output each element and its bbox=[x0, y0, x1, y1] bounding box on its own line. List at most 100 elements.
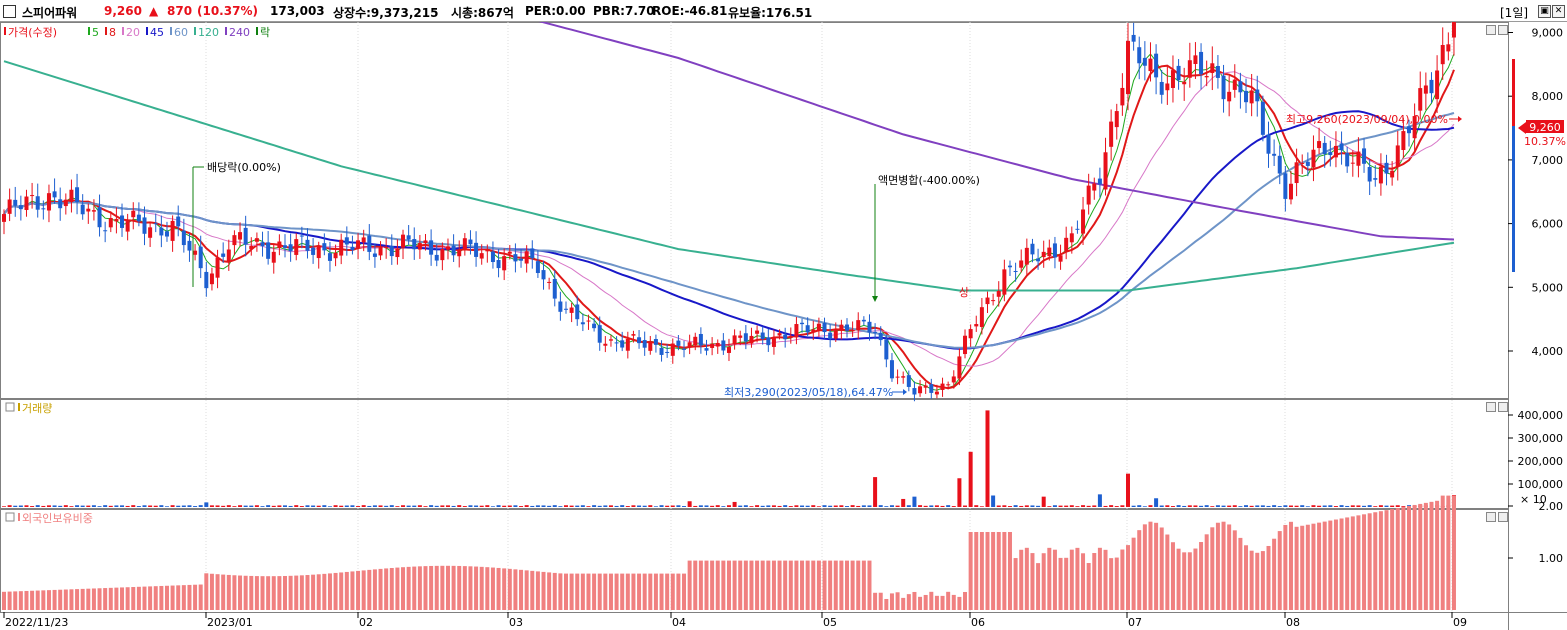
foreign-ratio-bar bbox=[726, 560, 731, 610]
volume-bar bbox=[187, 505, 192, 507]
candle-body bbox=[1440, 44, 1445, 65]
candle-body bbox=[1165, 83, 1170, 91]
volume-bar bbox=[833, 505, 838, 507]
foreign-ratio-bar bbox=[389, 567, 394, 610]
candle-body bbox=[1244, 90, 1249, 103]
panel-buttons[interactable] bbox=[1486, 25, 1508, 522]
ma-legend-5: 5 bbox=[92, 26, 99, 39]
foreign-ratio-bar bbox=[490, 567, 495, 610]
volume-bar bbox=[968, 451, 973, 507]
candle-body bbox=[1384, 162, 1389, 174]
foreign-tick-label: 1.00 bbox=[1539, 552, 1564, 565]
foreign-ratio-bar bbox=[1277, 531, 1282, 610]
foreign-ratio-bar bbox=[451, 565, 456, 610]
foreign-ratio-bar bbox=[322, 573, 327, 610]
candle-body bbox=[940, 383, 945, 390]
candle-body bbox=[97, 207, 102, 228]
volume-bar bbox=[1047, 506, 1052, 507]
candle-body bbox=[704, 348, 709, 351]
volume-bar bbox=[614, 505, 619, 507]
foreign-ratio-bar bbox=[693, 560, 698, 610]
candle-body bbox=[232, 235, 237, 246]
candle-body bbox=[1142, 57, 1147, 66]
volume-bar bbox=[75, 505, 80, 507]
foreign-ratio-bar bbox=[1266, 545, 1271, 610]
volume-bar bbox=[1277, 506, 1282, 507]
volume-bar bbox=[1227, 505, 1232, 507]
volume-bar bbox=[1249, 505, 1254, 507]
volume-bar bbox=[1036, 505, 1041, 507]
candle-body bbox=[238, 232, 243, 240]
candle-body bbox=[929, 384, 934, 393]
candle-body bbox=[333, 252, 338, 259]
volume-bar bbox=[1244, 505, 1249, 507]
volume-bar bbox=[653, 506, 658, 507]
period-selector[interactable]: [1일] bbox=[1500, 6, 1529, 20]
foreign-ratio-bar bbox=[80, 588, 85, 610]
candle-body bbox=[181, 230, 186, 246]
foreign-ratio-bar bbox=[384, 568, 389, 610]
volume-bar bbox=[575, 505, 580, 507]
volume-bar bbox=[125, 505, 130, 507]
candle-body bbox=[451, 245, 456, 256]
volume-bar bbox=[136, 506, 141, 507]
volume-bar bbox=[35, 505, 40, 507]
volume-bar bbox=[592, 505, 597, 507]
select-checkbox[interactable] bbox=[3, 5, 16, 18]
price-axis: 11,00010,0009,0008,0007,0006,0005,0004,0… bbox=[1508, 27, 1563, 358]
volume-bar bbox=[384, 505, 389, 507]
foreign-ratio-bar bbox=[1036, 563, 1041, 610]
candle-body bbox=[1210, 63, 1215, 74]
candle-body bbox=[1367, 166, 1372, 182]
volume-bar bbox=[620, 505, 625, 507]
foreign-ratio-bar bbox=[586, 573, 591, 610]
candle-body bbox=[906, 375, 911, 387]
foreign-ratio-bar bbox=[18, 591, 23, 610]
candle-body bbox=[142, 217, 147, 234]
candle-body bbox=[1148, 58, 1153, 72]
date-tick-label: 06 bbox=[971, 616, 985, 629]
foreign-ratio-bar bbox=[805, 560, 810, 610]
volume-bar bbox=[974, 505, 979, 507]
volume-bar bbox=[535, 505, 540, 507]
foreign-ratio-bar bbox=[1412, 504, 1417, 610]
candle-body bbox=[738, 335, 743, 338]
volume-bar bbox=[805, 505, 810, 507]
foreign-ratio-bar bbox=[1260, 551, 1265, 610]
candle-body bbox=[350, 246, 355, 251]
candle-body bbox=[1373, 178, 1378, 180]
volume-bar bbox=[1103, 505, 1108, 507]
candle-body bbox=[299, 235, 304, 237]
foreign-ratio-bar bbox=[91, 588, 96, 610]
candle-body bbox=[1109, 121, 1114, 147]
foreign-ratio-bar bbox=[125, 587, 130, 610]
foreign-ratio-bar bbox=[238, 575, 243, 610]
candle-body bbox=[951, 376, 956, 383]
volume-bar bbox=[479, 505, 484, 507]
candle-body bbox=[1333, 145, 1338, 158]
candle-body bbox=[311, 247, 316, 255]
foreign-ratio-bar bbox=[625, 573, 630, 610]
foreign-ratio-bar bbox=[1052, 549, 1057, 610]
candle-body bbox=[569, 307, 574, 313]
volume-bar bbox=[715, 505, 720, 507]
candle-body bbox=[1418, 88, 1423, 111]
volume-bar bbox=[569, 505, 574, 507]
foreign-ratio-bar bbox=[968, 532, 973, 610]
volume-bar bbox=[333, 505, 338, 507]
volume-bar bbox=[193, 506, 198, 507]
maximize-icon[interactable]: ▣ bbox=[1538, 5, 1551, 18]
close-icon[interactable]: ✕ bbox=[1552, 5, 1565, 18]
foreign-ratio-bar bbox=[311, 574, 316, 610]
volume-bar bbox=[1367, 505, 1372, 507]
candle-body bbox=[1204, 76, 1209, 78]
candle-body bbox=[873, 331, 878, 333]
candle-body bbox=[1007, 265, 1012, 268]
volume-bar bbox=[108, 505, 113, 507]
foreign-ratio-bar bbox=[676, 573, 681, 610]
volume-bar bbox=[1362, 505, 1367, 507]
candle-body bbox=[850, 330, 855, 332]
volume-bar bbox=[1142, 506, 1147, 507]
foreign-ratio-bar bbox=[378, 568, 383, 610]
